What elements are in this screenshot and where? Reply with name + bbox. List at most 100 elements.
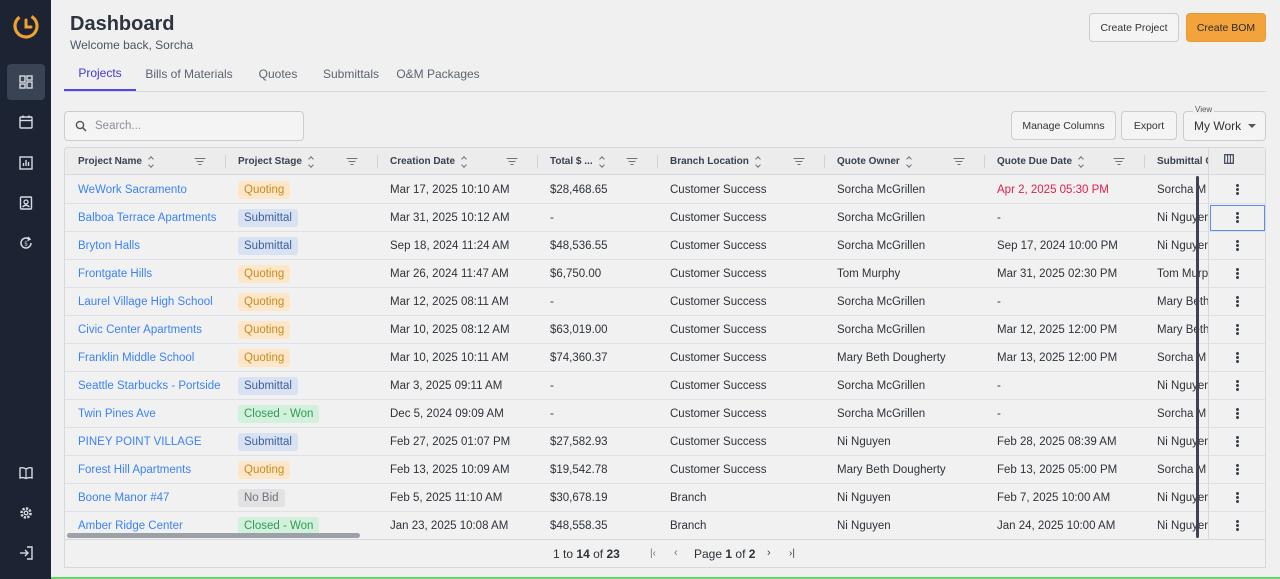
nav-reports[interactable] bbox=[7, 145, 45, 181]
export-button[interactable]: Export bbox=[1121, 111, 1177, 140]
filter-icon[interactable] bbox=[1113, 157, 1124, 166]
project-name-cell[interactable]: Franklin Middle School bbox=[78, 352, 195, 364]
table-row[interactable]: PINEY POINT VILLAGE Submittal Feb 27, 2025… bbox=[65, 428, 1210, 456]
total-cell: $48,536.55 bbox=[550, 240, 608, 252]
create-bom-button[interactable]: Create BOM bbox=[1186, 13, 1266, 42]
table-row[interactable]: Boone Manor #47 No Bid Feb 5, 2025 11:10 A… bbox=[65, 484, 1210, 512]
sort-icon[interactable] bbox=[148, 157, 156, 167]
nav-dashboard[interactable] bbox=[7, 64, 45, 100]
tab-bills-of-materials[interactable]: Bills of Materials bbox=[145, 66, 233, 81]
create-project-button[interactable]: Create Project bbox=[1089, 13, 1179, 42]
project-name-cell[interactable]: Forest Hill Apartments bbox=[78, 464, 192, 476]
quote-owner-cell: Sorcha McGrillen bbox=[837, 212, 926, 224]
col-header-total[interactable]: Total $ ... bbox=[537, 148, 657, 175]
col-header-creation-date[interactable]: Creation Date bbox=[377, 148, 537, 175]
nav-settings[interactable] bbox=[7, 495, 45, 531]
nav-logout[interactable] bbox=[7, 535, 45, 571]
table-row[interactable]: WeWork Sacramento Quoting Mar 17, 2025 10:… bbox=[65, 176, 1210, 204]
col-header-branch-location[interactable]: Branch Location bbox=[657, 148, 824, 175]
col-header-quote-due-date[interactable]: Quote Due Date bbox=[984, 148, 1144, 175]
table-row[interactable]: Franklin Middle School Quoting Mar 10, 202… bbox=[65, 344, 1210, 372]
row-menu-button[interactable] bbox=[1209, 456, 1265, 484]
tab-projects[interactable]: Projects bbox=[64, 56, 136, 91]
creation-date-cell: Jan 23, 2025 10:08 AM bbox=[390, 520, 509, 532]
col-header-project-stage[interactable]: Project Stage bbox=[225, 148, 377, 175]
column-resize-handle[interactable] bbox=[984, 155, 985, 168]
filter-icon[interactable] bbox=[346, 157, 357, 166]
sort-icon[interactable] bbox=[1078, 157, 1086, 167]
next-page-icon[interactable]: › bbox=[767, 547, 771, 559]
sort-icon[interactable] bbox=[308, 157, 316, 167]
row-menu-button[interactable] bbox=[1209, 232, 1265, 260]
app-logo-icon[interactable] bbox=[11, 11, 41, 41]
sort-icon[interactable] bbox=[755, 157, 763, 167]
project-name-cell[interactable]: Amber Ridge Center bbox=[78, 520, 183, 532]
table-row[interactable]: Forest Hill Apartments Quoting Feb 13, 202… bbox=[65, 456, 1210, 484]
row-menu-button[interactable] bbox=[1209, 316, 1265, 344]
row-menu-button[interactable] bbox=[1209, 176, 1265, 204]
table-row[interactable]: Seattle Starbucks - Portside Submittal Mar… bbox=[65, 372, 1210, 400]
project-name-cell[interactable]: Civic Center Apartments bbox=[78, 324, 202, 336]
column-resize-handle[interactable] bbox=[657, 155, 658, 168]
row-menu-button[interactable] bbox=[1209, 260, 1265, 288]
row-menu-button[interactable] bbox=[1209, 400, 1265, 428]
previous-page-icon[interactable]: ‹ bbox=[674, 547, 678, 559]
search-box[interactable] bbox=[64, 111, 304, 141]
col-header-quote-owner[interactable]: Quote Owner bbox=[824, 148, 984, 175]
last-page-icon[interactable]: ›| bbox=[789, 548, 795, 559]
nav-contacts[interactable] bbox=[7, 185, 45, 221]
project-name-cell[interactable]: Twin Pines Ave bbox=[78, 408, 156, 420]
row-menu-button[interactable] bbox=[1209, 344, 1265, 372]
nav-docs[interactable] bbox=[7, 455, 45, 491]
sort-icon[interactable] bbox=[906, 157, 914, 167]
table-row[interactable]: Laurel Village High School Quoting Mar 12,… bbox=[65, 288, 1210, 316]
filter-icon[interactable] bbox=[194, 157, 205, 166]
table-row[interactable]: Civic Center Apartments Quoting Mar 10, 20… bbox=[65, 316, 1210, 344]
project-name-cell[interactable]: Balboa Terrace Apartments bbox=[78, 212, 217, 224]
project-name-cell[interactable]: Bryton Halls bbox=[78, 240, 140, 252]
table-row[interactable]: Bryton Halls Submittal Sep 18, 2024 11:24 … bbox=[65, 232, 1210, 260]
row-menu-button[interactable] bbox=[1209, 428, 1265, 456]
row-menu-button[interactable] bbox=[1209, 204, 1265, 232]
submittal-owner-cell: Sorcha M bbox=[1157, 184, 1207, 196]
column-resize-handle[interactable] bbox=[537, 155, 538, 168]
creation-date-cell: Mar 10, 2025 08:12 AM bbox=[390, 324, 510, 336]
project-name-cell[interactable]: WeWork Sacramento bbox=[78, 184, 187, 196]
filter-icon[interactable] bbox=[626, 157, 637, 166]
first-page-icon[interactable]: |‹ bbox=[650, 548, 656, 559]
view-select[interactable]: My Work bbox=[1183, 111, 1266, 141]
tab-submittals[interactable]: Submittals bbox=[322, 66, 380, 81]
table-row[interactable]: Frontgate Hills Quoting Mar 26, 2024 11:47… bbox=[65, 260, 1210, 288]
project-name-cell[interactable]: PINEY POINT VILLAGE bbox=[78, 436, 202, 448]
project-name-cell[interactable]: Seattle Starbucks - Portside bbox=[78, 380, 221, 392]
col-header-project-name[interactable]: Project Name bbox=[65, 148, 225, 175]
project-name-cell[interactable]: Boone Manor #47 bbox=[78, 492, 170, 504]
manage-columns-button[interactable]: Manage Columns bbox=[1011, 111, 1116, 140]
col-header-submittal-owner[interactable]: Submittal O bbox=[1157, 156, 1208, 167]
nav-calendar[interactable] bbox=[7, 104, 45, 140]
project-name-cell[interactable]: Laurel Village High School bbox=[78, 296, 213, 308]
sort-icon[interactable] bbox=[599, 157, 607, 167]
row-menu-button[interactable] bbox=[1209, 288, 1265, 316]
project-name-cell[interactable]: Frontgate Hills bbox=[78, 268, 153, 280]
search-input[interactable] bbox=[95, 120, 295, 132]
row-menu-button[interactable] bbox=[1209, 512, 1265, 540]
horizontal-scrollbar[interactable] bbox=[67, 533, 360, 538]
columns-icon[interactable] bbox=[1224, 154, 1234, 164]
vertical-scrollbar[interactable] bbox=[1196, 176, 1199, 538]
filter-icon[interactable] bbox=[506, 157, 517, 166]
tab-om-packages[interactable]: O&M Packages bbox=[396, 66, 480, 81]
sort-icon[interactable] bbox=[461, 157, 469, 167]
table-row[interactable]: Twin Pines Ave Closed - Won Dec 5, 2024 09… bbox=[65, 400, 1210, 428]
filter-icon[interactable] bbox=[793, 157, 804, 166]
column-resize-handle[interactable] bbox=[225, 155, 226, 168]
column-resize-handle[interactable] bbox=[824, 155, 825, 168]
row-menu-button[interactable] bbox=[1209, 372, 1265, 400]
filter-icon[interactable] bbox=[953, 157, 964, 166]
row-menu-button[interactable] bbox=[1209, 484, 1265, 512]
column-resize-handle[interactable] bbox=[1144, 155, 1145, 168]
table-row[interactable]: Balboa Terrace Apartments Submittal Mar 31… bbox=[65, 204, 1210, 232]
column-resize-handle[interactable] bbox=[377, 155, 378, 168]
tab-quotes[interactable]: Quotes bbox=[258, 66, 298, 81]
nav-sync[interactable]: $ bbox=[7, 225, 45, 261]
